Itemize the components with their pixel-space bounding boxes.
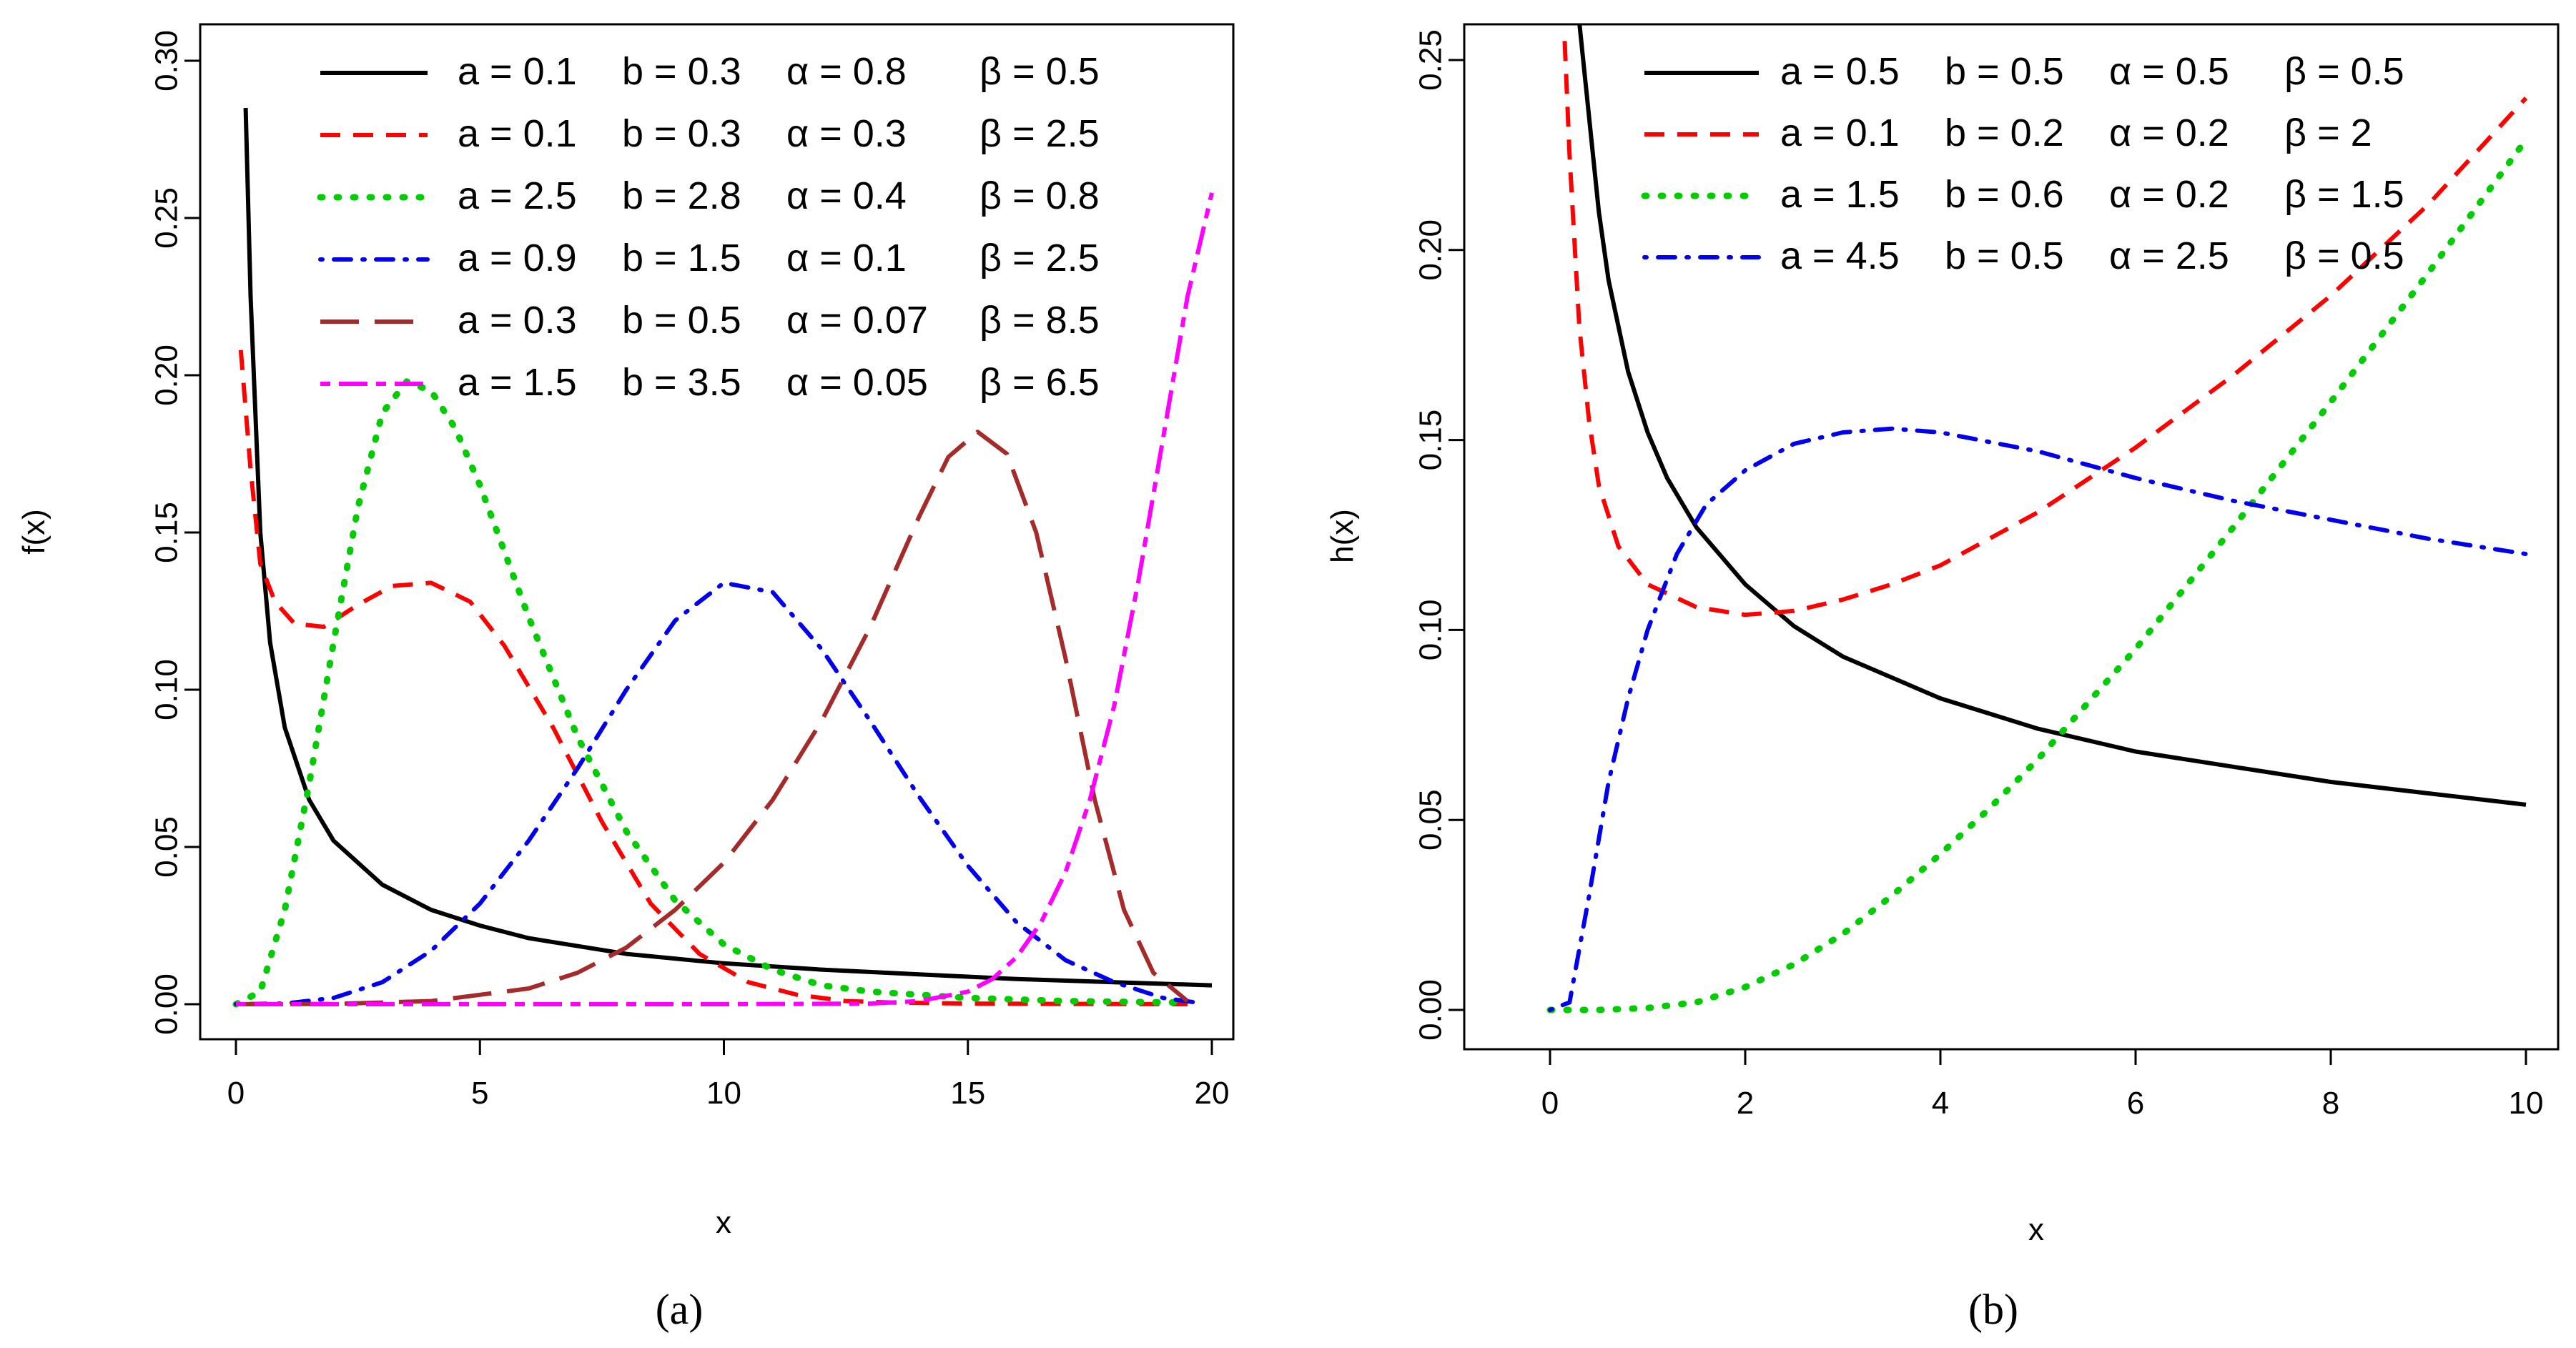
y-tick-label: 0.25 [1413, 29, 1448, 91]
legend-b-2: b = 0.2 [1945, 111, 2064, 154]
legend-a-2: a = 0.1 [1780, 111, 1900, 154]
legend-beta-6: β = 6.5 [979, 361, 1100, 404]
x-tick-label: 5 [471, 1076, 488, 1111]
legend-alpha-2: α = 0.3 [786, 112, 907, 155]
legend-alpha-6: α = 0.05 [786, 361, 928, 404]
y-tick-label: 0.15 [1413, 410, 1448, 471]
legend-b-3: b = 0.6 [1945, 173, 2064, 216]
x-tick-label: 2 [1737, 1086, 1754, 1121]
chart-a-series [232, 107, 1214, 1008]
legend-beta-2: β = 2 [2284, 111, 2372, 154]
y-tick-label: 0.05 [149, 816, 184, 878]
legend-beta-4: β = 2.5 [979, 237, 1100, 279]
legend-alpha-4: α = 0.1 [786, 237, 907, 279]
legend-a-3: a = 1.5 [1780, 173, 1900, 216]
legend-a-1: a = 0.5 [1780, 50, 1900, 93]
legend-beta-1: β = 0.5 [979, 50, 1100, 93]
legend-alpha-3: α = 0.2 [2109, 173, 2229, 216]
chart-a-panel-label: (a) [656, 1286, 704, 1333]
chart-b-x-axis: 0 2 4 6 8 10 [1541, 1048, 2544, 1121]
y-tick-label: 0.00 [149, 973, 184, 1035]
x-tick-label: 15 [950, 1076, 985, 1111]
legend-b-3: b = 2.8 [622, 174, 741, 217]
legend-alpha-1: α = 0.8 [786, 50, 907, 93]
legend-b-4: b = 1.5 [622, 237, 741, 279]
legend-beta-1: β = 0.5 [2284, 50, 2404, 93]
y-tick-label: 0.10 [1413, 600, 1448, 661]
legend-a-4: a = 4.5 [1780, 234, 1900, 277]
legend-a-5: a = 0.3 [458, 299, 577, 342]
chart-b-panel-label: (b) [1968, 1286, 2018, 1333]
chart-a-x-axis: 0 5 10 15 20 [227, 1038, 1230, 1111]
x-tick-label: 10 [706, 1076, 741, 1111]
legend-alpha-2: α = 0.2 [2109, 111, 2229, 154]
series-line-2 [1562, 41, 2528, 618]
chart-a-legend: a = 0.1 b = 0.3 α = 0.8 β = 0.5 a = 0.1 b = 0… [317, 50, 1100, 404]
legend-b-2: b = 0.3 [622, 112, 741, 155]
legend-beta-4: β = 0.5 [2284, 234, 2404, 277]
legend-b-6: b = 3.5 [622, 361, 741, 404]
legend-b-1: b = 0.3 [622, 50, 741, 93]
chart-b-series [1546, 24, 2530, 1014]
chart-a: 0 5 10 15 20 0.00 0.05 0.10 0.15 0.20 0.25 0.30 a … [16, 23, 1235, 1333]
x-tick-label: 6 [2127, 1086, 2144, 1121]
legend-alpha-1: α = 0.5 [2109, 50, 2229, 93]
series-line-3 [1546, 137, 2530, 1014]
series-line-1 [1577, 24, 2527, 807]
legend-beta-3: β = 0.8 [979, 174, 1100, 217]
y-tick-label: 0.15 [149, 502, 184, 563]
chart-a-y-label: f(x) [16, 509, 51, 555]
y-tick-label: 0.00 [1413, 979, 1448, 1041]
legend-a-2: a = 0.1 [458, 112, 577, 155]
series-line-1 [243, 107, 1213, 988]
series-line-4 [1548, 426, 2528, 1012]
series-line-3 [232, 378, 1191, 1008]
y-tick-label: 0.10 [149, 659, 184, 720]
chart-b: 0 2 4 6 8 10 0.00 0.05 0.10 0.15 0.20 0.25 a = 0.5… [1325, 23, 2560, 1333]
x-tick-label: 8 [2322, 1086, 2339, 1121]
x-tick-label: 0 [227, 1076, 245, 1111]
y-tick-label: 0.20 [1413, 219, 1448, 281]
chart-b-y-label: h(x) [1325, 509, 1360, 563]
y-tick-label: 0.30 [149, 30, 184, 91]
y-tick-label: 0.05 [1413, 789, 1448, 851]
chart-a-x-label: x [716, 1205, 731, 1240]
legend-alpha-4: α = 2.5 [2109, 234, 2229, 277]
x-tick-label: 4 [1932, 1086, 1949, 1121]
legend-a-1: a = 0.1 [458, 50, 577, 93]
chart-b-y-axis: 0.00 0.05 0.10 0.15 0.20 0.25 [1413, 29, 1466, 1041]
legend-a-4: a = 0.9 [458, 237, 577, 279]
y-tick-label: 0.25 [149, 187, 184, 249]
legend-b-5: b = 0.5 [622, 299, 741, 342]
series-line-5 [235, 430, 1189, 1006]
legend-alpha-3: α = 0.4 [786, 174, 907, 217]
x-tick-label: 0 [1541, 1086, 1559, 1121]
legend-beta-2: β = 2.5 [979, 112, 1100, 155]
series-line-6 [236, 192, 1214, 1006]
legend-b-4: b = 0.5 [1945, 234, 2064, 277]
series-line-2 [238, 350, 1188, 1006]
legend-a-3: a = 2.5 [458, 174, 577, 217]
x-tick-label: 20 [1195, 1076, 1230, 1111]
chart-a-y-axis: 0.00 0.05 0.10 0.15 0.20 0.25 0.30 [149, 30, 202, 1035]
legend-beta-3: β = 1.5 [2284, 173, 2404, 216]
legend-b-1: b = 0.5 [1945, 50, 2064, 93]
legend-beta-5: β = 8.5 [979, 299, 1100, 342]
x-tick-label: 10 [2509, 1086, 2544, 1121]
chart-b-legend: a = 0.5 b = 0.5 α = 0.5 β = 0.5 a = 0.1 b = 0… [1641, 50, 2404, 277]
y-tick-label: 0.20 [149, 345, 184, 406]
legend-a-6: a = 1.5 [458, 361, 577, 404]
series-line-4 [234, 580, 1200, 1006]
chart-b-x-label: x [2028, 1212, 2044, 1247]
legend-alpha-5: α = 0.07 [786, 299, 928, 342]
